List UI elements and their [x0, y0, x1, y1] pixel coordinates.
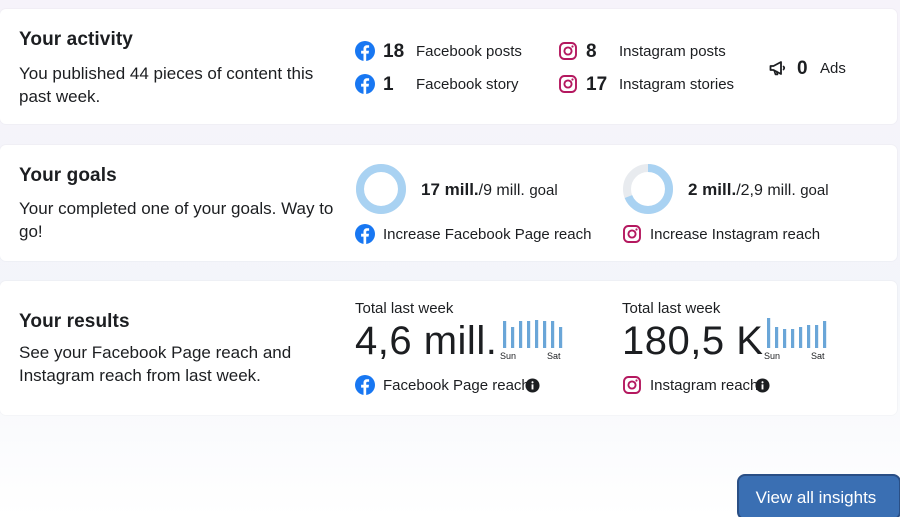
instagram-goal-target: /2,9 mill.: [736, 182, 796, 199]
facebook-icon: [355, 375, 375, 395]
view-all-insights-button[interactable]: View all insights: [737, 474, 900, 517]
facebook-reach-label: Facebook Page reach: [383, 377, 530, 394]
spark-bar: [519, 321, 523, 348]
spark-bar: [511, 327, 515, 348]
facebook-posts-label: Facebook posts: [416, 43, 522, 60]
instagram-icon: [622, 375, 642, 395]
instagram-reach-value: 180,5 K: [622, 319, 764, 363]
info-icon[interactable]: [755, 378, 770, 393]
facebook-goal-progress-ring: [356, 164, 406, 214]
facebook-goal-current: 17 mill.: [421, 180, 479, 199]
ads-count: 0: [797, 58, 808, 79]
spark-bar: [551, 321, 555, 348]
instagram-spark-end: Sat: [811, 351, 825, 361]
spark-bar: [815, 325, 819, 348]
facebook-goal-text: 17 mill./9 mill. goal: [421, 180, 558, 200]
goals-title: Your goals: [19, 165, 117, 186]
facebook-spark-start: Sun: [500, 351, 517, 361]
instagram-stories-label: Instagram stories: [619, 76, 735, 93]
spark-bar: [527, 321, 531, 348]
activity-card: Your activity You published 44 pieces of…: [0, 9, 897, 124]
facebook-story-count: 1: [383, 74, 394, 95]
instagram-icon: [622, 224, 642, 244]
instagram-icon: [558, 41, 578, 61]
instagram-goal-suffix: goal: [800, 182, 829, 199]
spark-bar: [503, 321, 507, 348]
goals-card: Your goals Your completed one of your go…: [0, 145, 897, 261]
ring-fill: [623, 164, 673, 214]
facebook-goal-suffix: goal: [529, 182, 558, 199]
instagram-goal-current: 2 mill.: [688, 180, 737, 199]
spark-bar: [799, 327, 803, 348]
instagram-icon: [558, 74, 578, 94]
facebook-goal-label: Increase Facebook Page reach: [383, 226, 592, 243]
spark-bar: [535, 320, 539, 348]
facebook-icon: [355, 74, 375, 94]
instagram-posts-count: 8: [586, 41, 597, 62]
facebook-spark-end: Sat: [547, 351, 561, 361]
goals-description: Your completed one of your goals. Way to…: [19, 199, 334, 241]
facebook-story-label: Facebook story: [416, 76, 519, 93]
results-card: Your results See your Facebook Page reac…: [0, 281, 897, 415]
facebook-posts-count: 18: [383, 41, 405, 62]
instagram-spark-start: Sun: [764, 351, 781, 361]
instagram-goal-text: 2 mill./2,9 mill. goal: [688, 180, 829, 200]
instagram-posts-label: Instagram posts: [619, 43, 726, 60]
facebook-icon: [355, 41, 375, 61]
spark-bar: [767, 318, 771, 348]
results-title: Your results: [19, 311, 130, 332]
facebook-total-label: Total last week: [355, 300, 454, 317]
spark-bar: [543, 321, 547, 348]
instagram-reach-sparkline: [767, 318, 827, 348]
ring-fill: [356, 164, 406, 214]
megaphone-icon: [768, 58, 788, 78]
instagram-goal-progress-ring: [623, 164, 673, 214]
ads-label: Ads: [820, 60, 846, 77]
spark-bar: [807, 325, 811, 348]
info-icon[interactable]: [525, 378, 540, 393]
facebook-goal-target: /9 mill.: [478, 182, 525, 199]
results-description: See your Facebook Page reach and Instagr…: [19, 343, 292, 385]
instagram-total-label: Total last week: [622, 300, 721, 317]
spark-bar: [791, 329, 795, 348]
instagram-reach-label: Instagram reach: [650, 377, 759, 394]
facebook-icon: [355, 224, 375, 244]
activity-title: Your activity: [19, 29, 133, 50]
facebook-reach-value: 4,6 mill.: [355, 319, 498, 363]
spark-bar: [775, 327, 779, 348]
spark-bar: [783, 329, 787, 348]
instagram-stories-count: 17: [586, 74, 608, 95]
facebook-reach-sparkline: [503, 320, 563, 348]
activity-description: You published 44 pieces of content this …: [19, 64, 314, 106]
spark-bar: [823, 321, 827, 348]
spark-bar: [559, 327, 563, 348]
instagram-goal-label: Increase Instagram reach: [650, 226, 821, 243]
